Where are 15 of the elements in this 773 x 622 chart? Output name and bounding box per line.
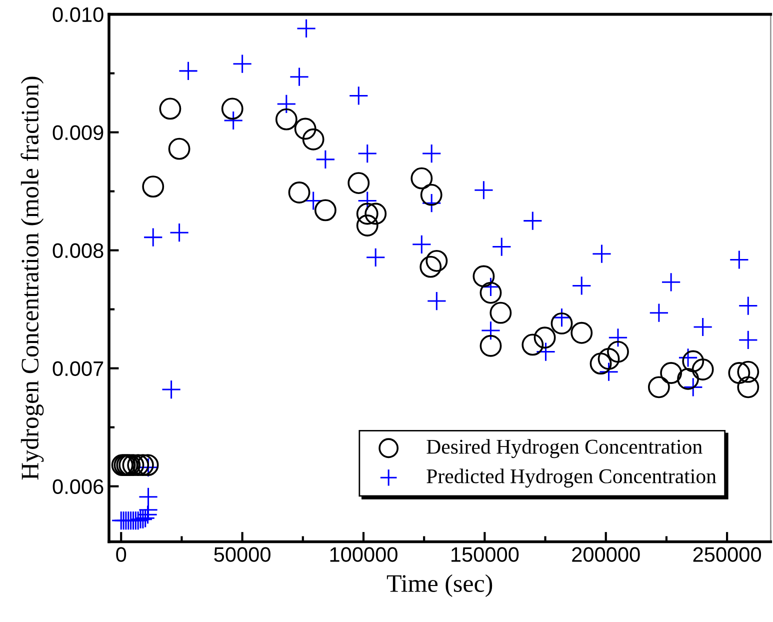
x-tick-label: 150000 [452, 547, 519, 562]
x-tick-label: 100000 [330, 547, 398, 562]
y-axis-title: Hydrogen Concentration (mole fraction) [20, 76, 44, 480]
y-tick-label: 0.010 [52, 7, 104, 22]
y-tick-label: 0.006 [52, 479, 104, 494]
x-tick-label: 0 [116, 547, 126, 562]
x-tick-label: 200000 [572, 547, 640, 562]
y-tick-label: 0.007 [52, 361, 104, 376]
x-tick-label: 250000 [693, 547, 761, 562]
y-tick-label: 0.009 [52, 125, 104, 140]
x-tick-label: 50000 [214, 547, 270, 562]
legend-label: Desired Hydrogen Concentration [426, 439, 702, 458]
x-axis-title: Time (sec) [386, 574, 492, 598]
legend-label: Predicted Hydrogen Concentration [426, 468, 716, 488]
y-tick-label: 0.008 [52, 243, 104, 258]
